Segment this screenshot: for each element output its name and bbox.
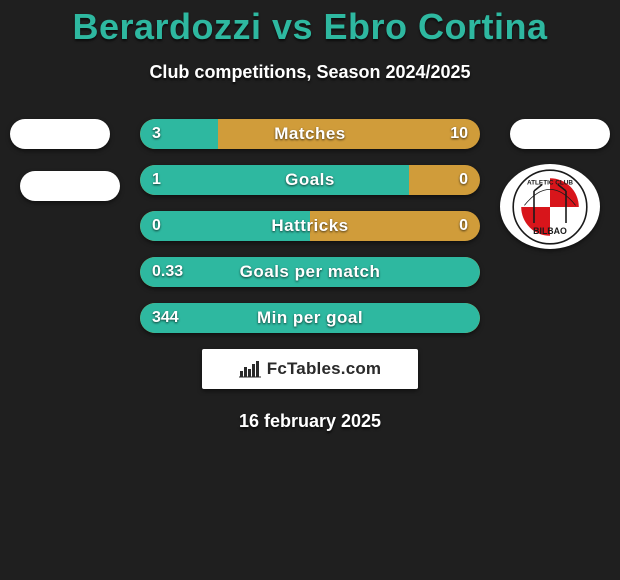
- svg-text:BILBAO: BILBAO: [533, 226, 567, 236]
- stat-bar: 3Matches10: [140, 119, 480, 149]
- left-player-avatar-secondary: [20, 171, 120, 201]
- attribution-box: FcTables.com: [202, 349, 418, 389]
- stat-bar: 1Goals0: [140, 165, 480, 195]
- stat-bars: 3Matches101Goals00Hattricks00.33Goals pe…: [140, 119, 480, 333]
- club-badge: BILBAO ATLETIC CLUB: [500, 164, 600, 249]
- athletic-bilbao-icon: BILBAO ATLETIC CLUB: [510, 167, 590, 247]
- stat-label: Goals per match: [140, 257, 480, 287]
- stat-bar: 344Min per goal: [140, 303, 480, 333]
- attribution-text: FcTables.com: [267, 359, 382, 379]
- left-player-avatar: [10, 119, 110, 149]
- stat-label: Min per goal: [140, 303, 480, 333]
- subtitle: Club competitions, Season 2024/2025: [0, 62, 620, 83]
- right-player-avatar: [510, 119, 610, 149]
- stat-bar: 0.33Goals per match: [140, 257, 480, 287]
- stat-right-value: 0: [459, 165, 468, 195]
- stat-bar: 0Hattricks0: [140, 211, 480, 241]
- stat-label: Matches: [140, 119, 480, 149]
- svg-text:ATLETIC CLUB: ATLETIC CLUB: [527, 179, 573, 186]
- date-text: 16 february 2025: [0, 411, 620, 432]
- stat-right-value: 10: [450, 119, 468, 149]
- bar-chart-icon: [239, 360, 261, 378]
- stat-right-value: 0: [459, 211, 468, 241]
- comparison-container: BILBAO ATLETIC CLUB 3Matches101Goals00Ha…: [0, 119, 620, 432]
- stat-label: Goals: [140, 165, 480, 195]
- page-title: Berardozzi vs Ebro Cortina: [0, 0, 620, 48]
- stat-label: Hattricks: [140, 211, 480, 241]
